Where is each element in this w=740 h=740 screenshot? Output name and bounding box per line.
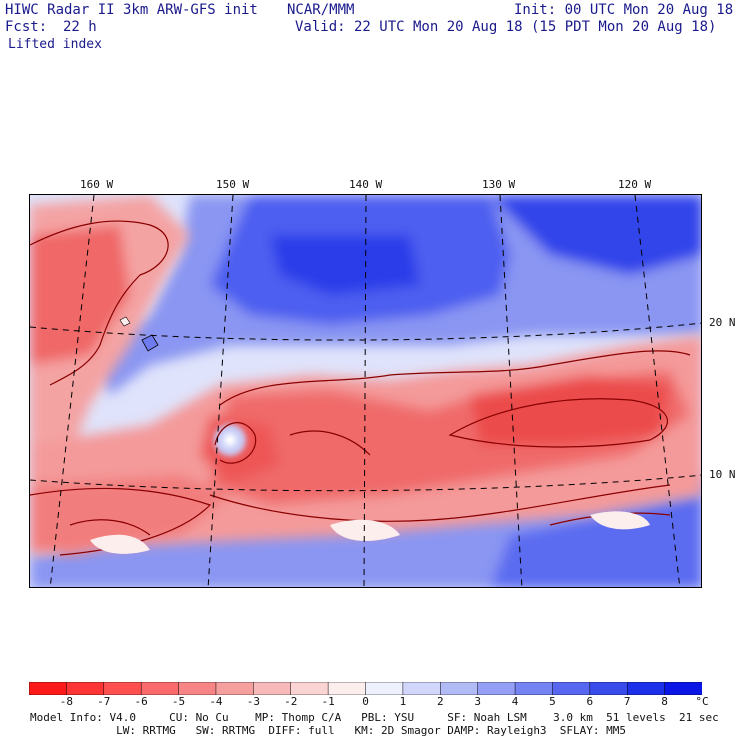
lon-label-150w: 150 W [216,178,250,191]
colorbar-tick-label: 5 [549,695,556,708]
colorbar-tick-label: -8 [59,695,73,708]
colorbar-swatch [178,681,217,696]
colorbar-tick-label: 3 [474,695,481,708]
colorbar-tick-label: -6 [134,695,148,708]
colorbar-swatch [290,681,329,696]
init-time: Init: 00 UTC Mon 20 Aug 18 [514,2,734,18]
model-title: HIWC Radar II 3km ARW-GFS init [5,2,258,18]
colorbar-tick-label: 2 [436,695,444,708]
model-info-line2: LW: RRTMG SW: RRTMG DIFF: full KM: 2D Sm… [30,724,627,737]
colorbar-swatch [66,681,105,696]
colorbar-tick-label: 0 [362,695,369,708]
colorbar-tick-label: -4 [209,695,223,708]
colorbar-swatch [140,681,180,696]
lon-label-130w: 130 W [482,178,516,191]
colorbar-tick-label: -1 [321,695,335,708]
colorbar [28,680,703,696]
forecast-hours: 22 h [63,19,97,35]
lifted-index-map [29,194,702,588]
lon-label-120w: 120 W [618,178,652,191]
colorbar-tick-label: -5 [171,695,186,708]
hawaii-island-icon [141,334,159,352]
cyclone-feature [214,424,246,456]
near-neutral-patches [90,511,650,554]
colorbar-swatch [552,681,591,696]
colorbar-svg [28,681,703,696]
colorbar-swatch [589,681,628,696]
valid-time: Valid: 22 UTC Mon 20 Aug 18 (15 PDT Mon … [295,19,717,35]
colorbar-tick-label: 6 [586,695,594,708]
colorbar-tick-label: -2 [284,695,298,708]
model-info-line1: Model Info: V4.0 CU: No Cu MP: Thomp C/A… [30,711,719,724]
colorbar-swatch [440,681,479,696]
lat-label-10n: 10 N [709,468,736,481]
colorbar-swatch [664,681,703,696]
colorbar-swatch [514,681,554,696]
unstable-region [30,195,701,555]
colorbar-tick-label: 4 [511,695,519,708]
graticule [30,195,701,587]
colorbar-swatch [402,681,442,696]
lon-label-140w: 140 W [349,178,383,191]
colorbar-tick-label: -7 [97,695,111,708]
colorbar-tick-label: 1 [399,695,407,708]
map-field-svg [30,195,701,587]
colorbar-swatch [365,681,404,696]
forecast-label: Fcst: [5,19,48,35]
colorbar-swatch [626,681,666,696]
colorbar-tick-label: 8 [661,695,668,708]
stable-region [30,195,701,587]
colorbar-tick-label: 7 [623,695,631,708]
lat-label-20n: 20 N [709,316,736,329]
colorbar-swatch [215,681,255,696]
contour-lines [30,220,691,556]
colorbar-tick-label: -3 [246,695,260,708]
colorbar-unit: °C [695,695,709,708]
colorbar-swatch [28,681,68,696]
maui-island-icon [119,316,131,327]
field-name: Lifted index [8,37,102,52]
colorbar-swatch [477,681,516,696]
lon-label-160w: 160 W [80,178,114,191]
colorbar-swatch [327,681,367,696]
colorbar-swatch [253,681,292,696]
colorbar-swatch [103,681,142,696]
org-label: NCAR/MMM [287,2,355,18]
